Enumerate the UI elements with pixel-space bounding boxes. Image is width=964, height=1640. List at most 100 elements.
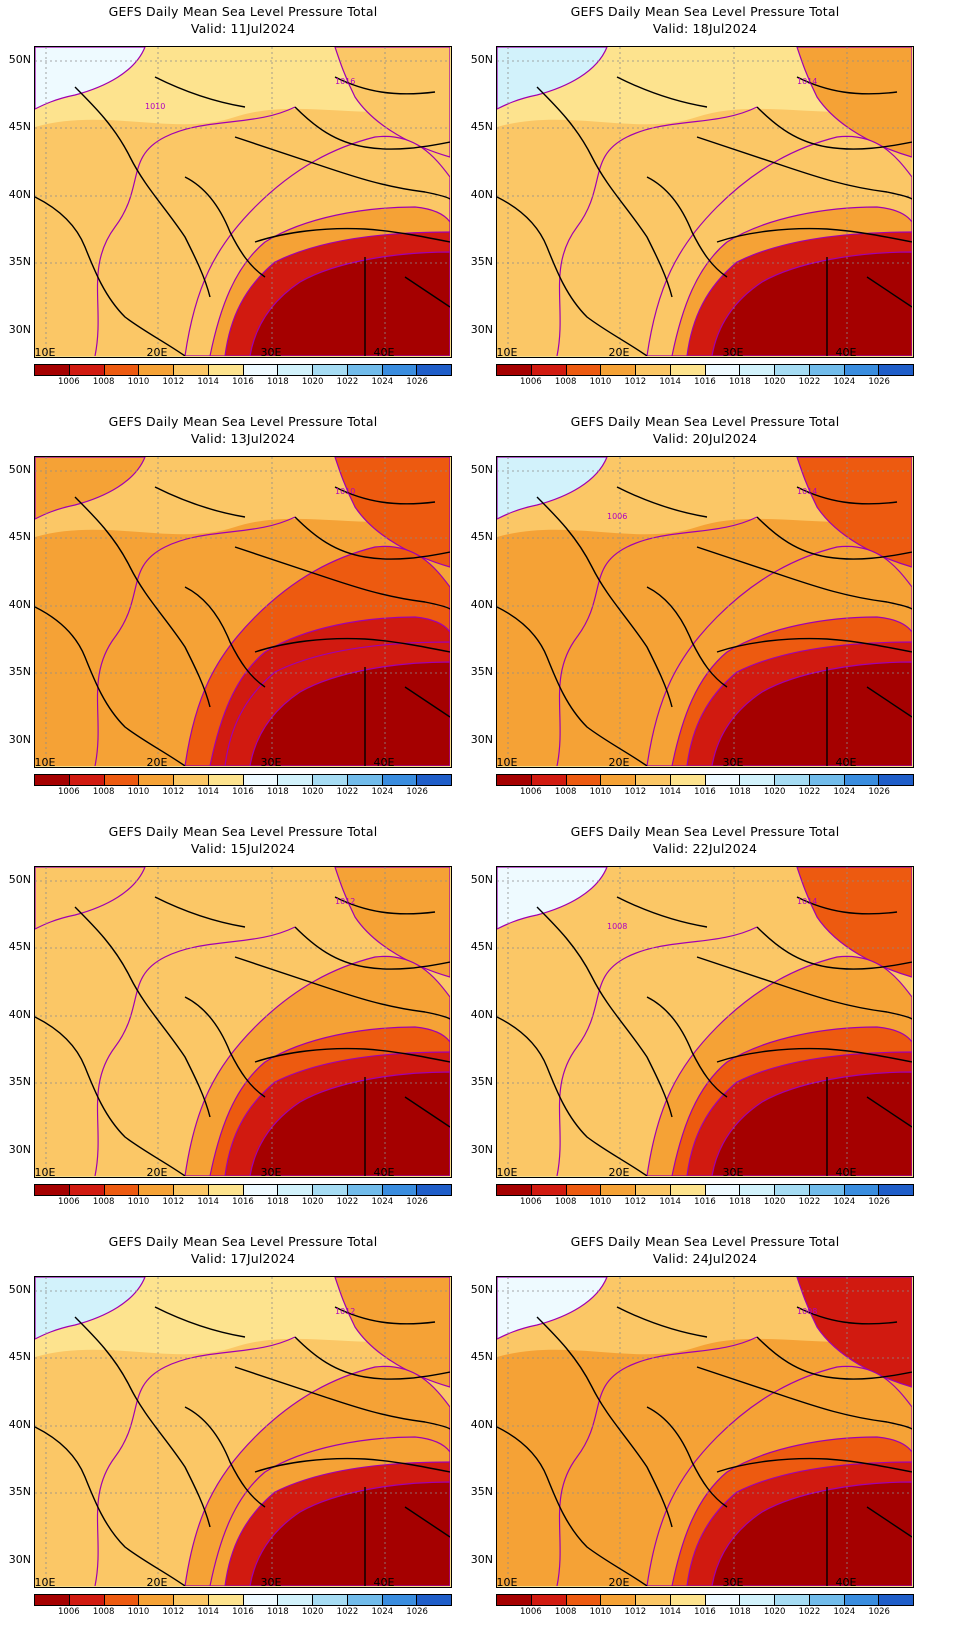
longitude-tick-label: 30E	[260, 1576, 282, 1589]
colorbar-swatch	[879, 1185, 913, 1195]
colorbar	[34, 1594, 452, 1606]
isobar-line	[556, 926, 758, 1176]
colorbar	[496, 364, 914, 376]
colorbar-swatch	[531, 1185, 567, 1195]
colorbar-label: 1012	[624, 1607, 647, 1617]
coastline-border	[696, 136, 912, 200]
longitude-tick-label: 10E	[496, 1166, 518, 1179]
colorbar	[34, 1184, 452, 1196]
colorbar-swatch	[497, 775, 532, 785]
colorbar-label: 1022	[336, 787, 359, 797]
panel-valid-date: Valid: 17Jul2024	[190, 1251, 296, 1266]
colorbar-label: 1020	[763, 787, 786, 797]
longitude-tick-label: 30E	[260, 1166, 282, 1179]
colorbar-label: 1008	[554, 787, 577, 797]
coastline-border	[184, 996, 266, 1098]
colorbar-label: 1006	[58, 1197, 80, 1207]
coastline-border	[35, 1016, 186, 1176]
colorbar-swatch	[705, 365, 741, 375]
colorbar-swatch	[775, 365, 810, 375]
colorbar-swatch	[174, 1185, 209, 1195]
longitude-tick-label: 40E	[835, 1166, 857, 1179]
field-northeast	[796, 867, 912, 978]
field-northeast	[334, 1277, 450, 1388]
colorbar-swatch	[104, 1185, 140, 1195]
coastline-border	[826, 1487, 912, 1586]
colorbar-swatch	[670, 365, 706, 375]
colorbar-swatch	[740, 1595, 775, 1605]
isobar-label: 1006	[607, 512, 628, 521]
colorbar-swatch	[601, 775, 636, 785]
coastline-border	[616, 896, 898, 928]
colorbar-label: 1016	[694, 787, 716, 797]
colorbar-swatch	[243, 1185, 279, 1195]
latitude-tick-label: 45N	[470, 1350, 493, 1363]
colorbar-swatch	[35, 1185, 70, 1195]
colorbar-label: 1022	[336, 1197, 359, 1207]
colorbar-swatch	[809, 1595, 845, 1605]
colorbar-swatch	[69, 365, 105, 375]
coastline-border	[184, 1406, 266, 1508]
colorbar-label: 1010	[127, 787, 150, 797]
coastline-border	[497, 1426, 648, 1586]
coastline-border	[616, 486, 898, 518]
map-panel: GEFS Daily Mean Sea Level Pressure Total…	[471, 820, 964, 1230]
field-southeast	[711, 661, 912, 766]
colorbar-label: 1010	[127, 1197, 150, 1207]
colorbar-label: 1022	[336, 377, 359, 387]
coastline-border	[646, 1406, 728, 1508]
longitude-tick-label: 20E	[608, 1576, 630, 1589]
longitude-tick-label: 20E	[608, 346, 630, 359]
longitude-tick-label: 40E	[373, 756, 395, 769]
colorbar-label: 1018	[729, 1197, 751, 1207]
latitude-tick-label: 50N	[470, 873, 493, 886]
field-southeast	[711, 251, 912, 356]
coastline-border	[364, 257, 450, 356]
coastline-border	[254, 227, 450, 243]
latitude-tick-label: 35N	[470, 255, 493, 268]
latitude-tick-label: 40N	[470, 598, 493, 611]
panel-valid-date: Valid: 18Jul2024	[652, 21, 758, 36]
latitude-tick-label: 30N	[8, 733, 31, 746]
coastline-border	[646, 176, 728, 278]
panel-title: GEFS Daily Mean Sea Level Pressure Total	[108, 824, 378, 839]
field-northeast	[796, 457, 912, 568]
latitude-tick-label: 40N	[8, 1008, 31, 1021]
colorbar-label: 1012	[624, 1197, 647, 1207]
colorbar-label: 1010	[589, 1197, 612, 1207]
coastline-border	[696, 546, 912, 610]
longitude-tick-label: 20E	[608, 1166, 630, 1179]
colorbar-label: 1024	[833, 377, 856, 387]
latitude-tick-label: 35N	[8, 255, 31, 268]
pressure-map: 1008	[496, 1276, 914, 1588]
isobar-line	[94, 106, 296, 356]
colorbar-swatch	[382, 1595, 418, 1605]
colorbar-swatch	[566, 365, 602, 375]
colorbar-label: 1026	[406, 377, 428, 387]
latitude-tick-label: 30N	[470, 733, 493, 746]
colorbar-label: 1026	[868, 1607, 890, 1617]
longitude-tick-label: 10E	[496, 1576, 518, 1589]
latitude-tick-label: 45N	[470, 120, 493, 133]
latitude-tick-label: 50N	[8, 53, 31, 66]
latitude-tick-label: 45N	[8, 940, 31, 953]
colorbar-label: 1010	[589, 377, 612, 387]
colorbar-label: 1026	[868, 377, 890, 387]
colorbar-swatch	[313, 365, 348, 375]
coastline-border	[154, 486, 436, 518]
longitude-tick-label: 40E	[373, 346, 395, 359]
latitude-tick-label: 45N	[8, 1350, 31, 1363]
colorbar-label: 1018	[267, 1197, 289, 1207]
colorbar-label: 1008	[92, 1607, 115, 1617]
colorbar-swatch	[382, 365, 418, 375]
coastline-border	[254, 1047, 450, 1063]
coastline-border	[254, 637, 450, 653]
colorbar-swatch	[278, 775, 313, 785]
colorbar-swatch	[417, 1185, 451, 1195]
colorbar-label: 1024	[833, 1197, 856, 1207]
colorbar-label: 1014	[659, 787, 681, 797]
colorbar-label: 1018	[267, 1607, 289, 1617]
colorbar-swatch	[417, 365, 451, 375]
colorbar-label: 1026	[868, 787, 890, 797]
isobar-label: 1012	[335, 1307, 356, 1316]
